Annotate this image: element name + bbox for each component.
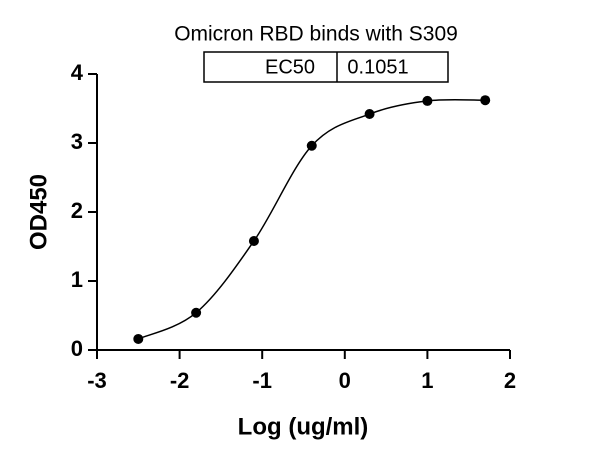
annotation-value: 0.1051 (347, 56, 408, 78)
y-tick-label: 1 (71, 267, 83, 292)
x-tick-label: 0 (339, 368, 351, 393)
y-axis-label: OD450 (25, 174, 52, 250)
x-tick-label: -2 (170, 368, 190, 393)
y-tick-label: 0 (71, 336, 83, 361)
data-point (480, 95, 491, 106)
data-point (248, 235, 259, 246)
y-tick-label: 4 (71, 60, 84, 85)
y-tick-label: 3 (71, 129, 83, 154)
x-tick-label: -3 (87, 368, 107, 393)
fit-curve (137, 98, 486, 340)
y-tick-label: 2 (71, 198, 83, 223)
x-tick-label: 2 (504, 368, 516, 393)
x-axis-label: Log (ug/ml) (238, 413, 369, 440)
data-point (133, 333, 144, 344)
chart-title: Omicron RBD binds with S309 (174, 23, 458, 46)
x-tick-label: 1 (421, 368, 433, 393)
annotation-label: EC50 (265, 56, 315, 78)
annotation-box (203, 51, 449, 83)
data-point (306, 140, 317, 151)
data-point (422, 95, 433, 106)
data-point (191, 307, 202, 318)
data-point (364, 109, 375, 120)
x-tick-label: -1 (252, 368, 272, 393)
